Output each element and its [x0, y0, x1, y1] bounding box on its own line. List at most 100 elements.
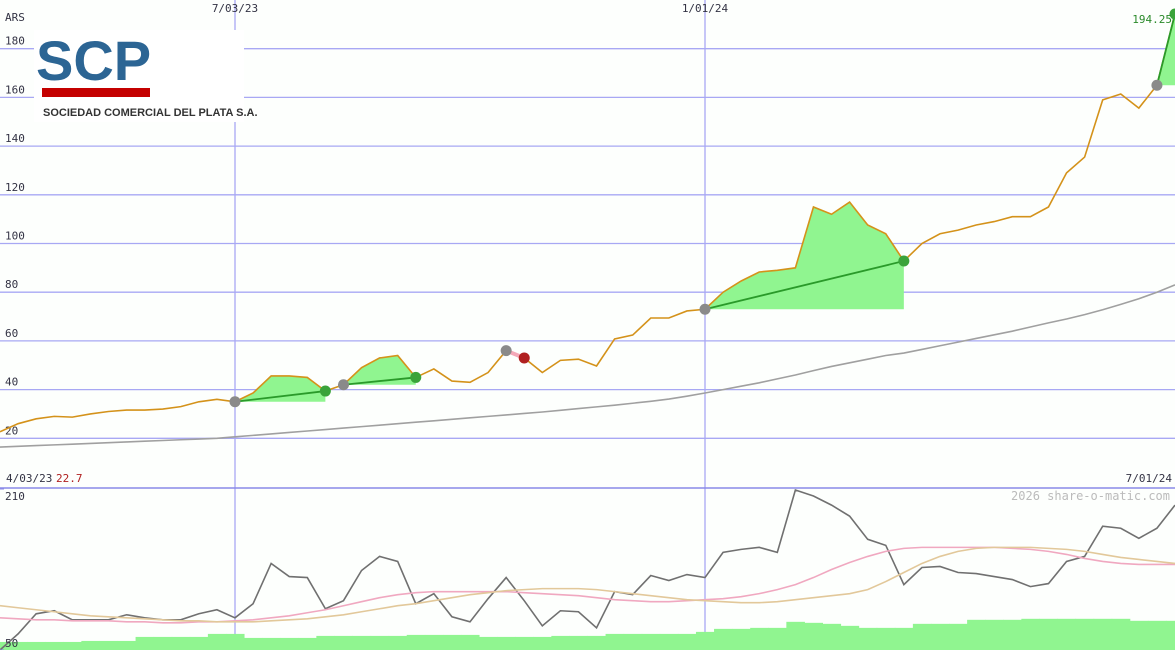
volume-bar	[804, 622, 823, 650]
volume-bar	[352, 635, 372, 650]
exit-dot	[319, 385, 331, 397]
volume-bar	[750, 627, 769, 650]
x-tick-label: 7/01/24	[1126, 472, 1173, 485]
series-line	[0, 546, 1175, 623]
y-tick-label: 40	[5, 376, 18, 389]
volume-bar	[912, 623, 932, 650]
series-line	[0, 284, 1175, 448]
volume-bar	[316, 635, 335, 650]
volume-bar	[1111, 618, 1131, 650]
volume-bar	[949, 623, 968, 650]
entry-dot	[229, 396, 241, 408]
volume-bar	[985, 619, 1004, 650]
volume-bar	[1039, 618, 1058, 650]
last-value-label: 194.25	[1132, 13, 1172, 26]
volume-bar	[442, 634, 462, 650]
volume-bar	[1165, 620, 1175, 650]
volume-bar	[768, 627, 787, 650]
series-line	[0, 546, 1175, 624]
volume-bar	[280, 637, 299, 650]
trade-band	[235, 375, 326, 402]
volume-bar	[27, 641, 46, 650]
volume-bar	[515, 636, 534, 650]
y-tick-label: 180	[5, 35, 25, 48]
y-tick-label: 60	[5, 327, 18, 340]
volume-bar	[81, 640, 100, 650]
entry-dot	[337, 379, 349, 391]
entry-dot	[699, 303, 711, 315]
logo-text: SCP	[36, 29, 151, 92]
volume-bar	[1003, 619, 1022, 650]
volume-bar	[334, 635, 353, 650]
volume-bar	[605, 633, 625, 650]
volume-bar	[840, 625, 860, 650]
volume-bar	[99, 640, 118, 650]
volume-bar	[659, 633, 679, 650]
volume-bar	[298, 637, 317, 650]
x-tick-label: 7/03/23	[212, 2, 258, 15]
volume-bar	[207, 633, 227, 650]
series-line	[0, 488, 1175, 650]
volume-bar	[1057, 618, 1077, 650]
exit-dot	[898, 255, 910, 267]
volume-bar	[714, 628, 733, 650]
y-tick-label: 80	[5, 278, 18, 291]
volume-bar	[63, 641, 82, 650]
volume-bar	[460, 634, 480, 650]
volume-bar	[9, 641, 28, 650]
volume-bar	[262, 637, 281, 650]
volume-bar	[1129, 620, 1149, 650]
y-tick-label: 120	[5, 181, 25, 194]
y-tick-label: 50	[5, 637, 18, 650]
x-tick-label: 4/03/23	[6, 472, 52, 485]
volume-bar	[533, 636, 552, 650]
volume-bar	[641, 633, 661, 650]
exit-dot	[410, 371, 422, 383]
first-value-label: 22.7	[56, 472, 83, 485]
volume-bar	[1075, 618, 1095, 650]
volume-bar	[497, 636, 516, 650]
volume-bar	[424, 634, 444, 650]
volume-bar	[225, 633, 245, 650]
x-tick-label: 1/01/24	[682, 2, 729, 15]
volume-bar	[388, 635, 408, 650]
volume-bar	[370, 635, 390, 650]
volume-bar	[406, 634, 426, 650]
volume-bar	[551, 635, 570, 650]
trade-line	[343, 376, 416, 386]
volume-bar	[786, 621, 805, 650]
trade-line	[1156, 13, 1175, 86]
exit-dot	[1169, 8, 1175, 20]
volume-bar	[695, 631, 715, 650]
volume-bar	[1021, 618, 1040, 650]
volume-bar	[45, 641, 64, 650]
volume-bar	[117, 640, 137, 650]
volume-bar	[135, 636, 155, 650]
volume-bar	[894, 627, 914, 650]
volume-bar	[479, 636, 498, 650]
y-tick-label: 140	[5, 132, 25, 145]
exit-dot	[518, 352, 530, 364]
y-tick-label: 160	[5, 83, 25, 96]
volume-bar	[569, 635, 588, 650]
volume-bar	[244, 637, 263, 650]
watermark: 2026 share-o-matic.com	[1011, 489, 1170, 503]
y-axis-label: ARS	[5, 11, 25, 24]
y-tick-label: 100	[5, 230, 25, 243]
entry-dot	[500, 345, 512, 357]
volume-bar	[623, 633, 643, 650]
entry-dot	[1151, 79, 1163, 91]
volume-bar	[858, 627, 878, 650]
volume-bar	[876, 627, 896, 650]
volume-bar	[171, 636, 191, 650]
volume-bar	[587, 635, 607, 650]
volume-bar	[732, 628, 751, 650]
volume-bar	[1147, 620, 1167, 650]
logo-bar	[42, 88, 150, 97]
volume-bar	[677, 633, 697, 650]
volume-bar	[153, 636, 173, 650]
volume-bar	[189, 636, 209, 650]
volume-bar	[822, 623, 842, 650]
volume-bar	[1093, 618, 1113, 650]
